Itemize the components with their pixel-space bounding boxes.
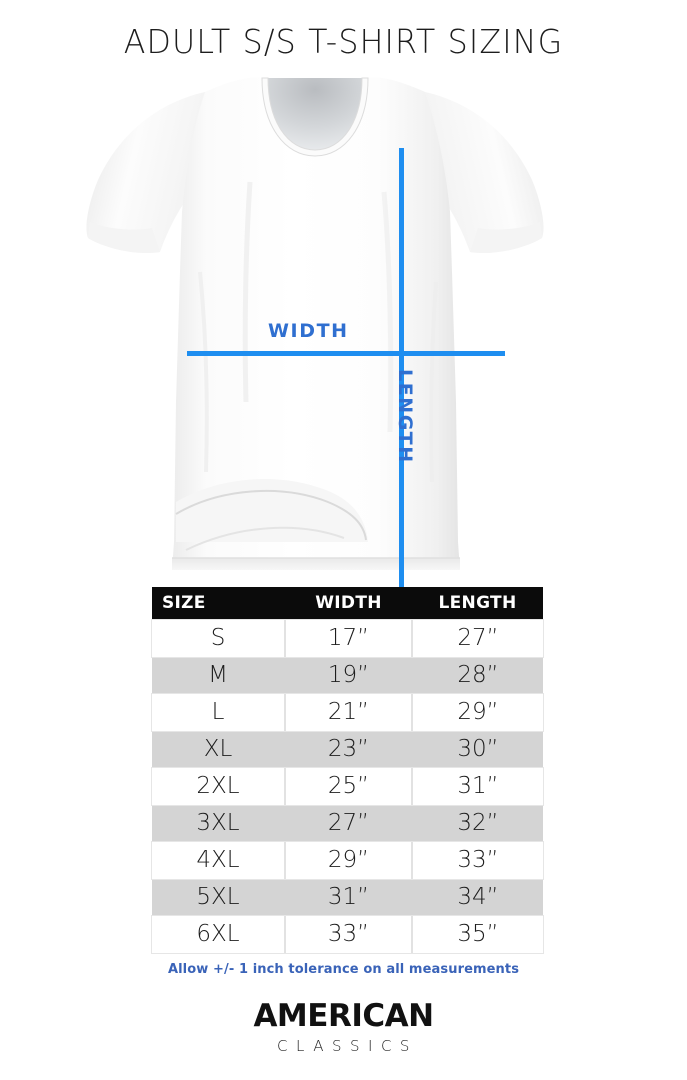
page-title: ADULT S/S T-SHIRT SIZING [123,22,564,61]
cell-size: 3XL [152,805,286,842]
cell-length: 29” [412,694,543,731]
table-row: L 21” 29” [151,693,544,732]
cell-width: 19” [285,657,413,694]
brand-logo: AMERICAN CLASSICS [0,1000,687,1055]
size-chart-table: SIZE WIDTH LENGTH S 17” 27” M 19” 28” L … [151,587,544,954]
table-header: SIZE WIDTH LENGTH [152,587,543,620]
table-row: 3XL 27” 32” [152,805,543,842]
cell-length: 31” [412,768,543,805]
brand-name-secondary: CLASSICS [277,1036,418,1055]
cell-width: 27” [285,805,413,842]
cell-size: 2XL [152,768,286,805]
table-row: M 19” 28” [152,657,543,694]
table-row: 4XL 29” 33” [151,841,544,880]
cell-length: 30” [412,731,543,768]
cell-size: 6XL [152,916,286,953]
table-row: 2XL 25” 31” [151,767,544,806]
cell-size: L [152,694,286,731]
table-body: S 17” 27” M 19” 28” L 21” 29” XL 23” 30”… [151,619,544,954]
cell-length: 27” [412,620,543,657]
tshirt-illustration: WIDTH LENGTH [0,72,687,639]
table-row: XL 23” 30” [152,731,543,768]
cell-width: 33” [285,916,413,953]
cell-length: 32” [412,805,543,842]
cell-width: 23” [285,731,413,768]
cell-length: 33” [412,842,543,879]
table-row: 5XL 31” 34” [152,879,543,916]
brand-name-primary: AMERICAN [253,998,434,1034]
cell-size: XL [152,731,286,768]
tshirt-icon [86,77,544,570]
cell-width: 21” [285,694,413,731]
tolerance-note: Allow +/- 1 inch tolerance on all measur… [167,962,520,977]
cell-length: 34” [412,879,543,916]
column-header-width: WIDTH [285,587,412,620]
table-header-row: SIZE WIDTH LENGTH [152,587,543,620]
cell-size: S [152,620,286,657]
table-row: 6XL 33” 35” [151,915,544,954]
cell-size: 5XL [152,879,286,916]
column-header-size: SIZE [152,587,285,620]
cell-width: 29” [285,842,413,879]
cell-width: 25” [285,768,413,805]
column-header-length: LENGTH [412,587,543,620]
cell-length: 35” [412,916,543,953]
cell-length: 28” [412,657,543,694]
cell-size: M [152,657,286,694]
cell-width: 17” [285,620,413,657]
cell-size: 4XL [152,842,286,879]
width-measure-line [187,351,505,356]
width-measure-label: WIDTH [268,320,349,342]
length-measure-label: LENGTH [394,369,416,464]
length-measure-line [399,148,404,639]
cell-width: 31” [285,879,413,916]
table-row: S 17” 27” [151,619,544,658]
